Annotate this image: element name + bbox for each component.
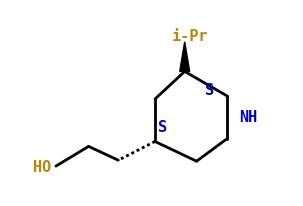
Text: HO: HO [33,159,51,174]
Polygon shape [180,43,190,72]
Text: S: S [158,120,167,135]
Text: S: S [205,82,214,97]
Text: i-Pr: i-Pr [171,29,208,44]
Text: NH: NH [239,110,258,125]
